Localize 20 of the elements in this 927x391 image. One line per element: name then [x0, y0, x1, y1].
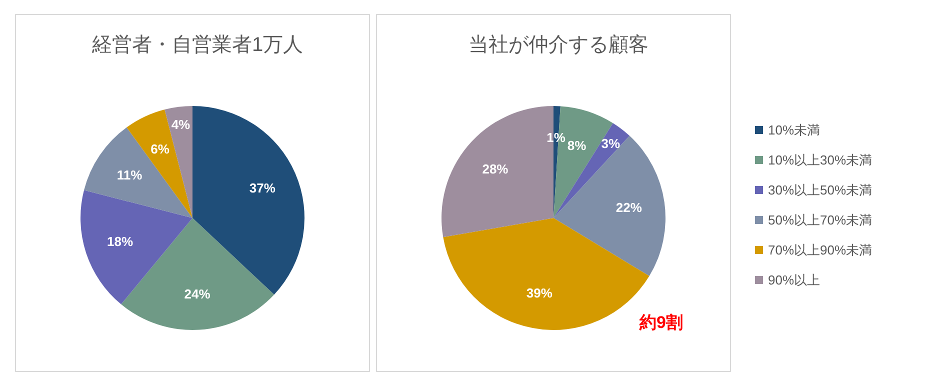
data-label: 18% — [107, 234, 134, 250]
legend-label: 90%以上 — [768, 272, 820, 288]
data-label: 22% — [616, 200, 642, 215]
legend-label: 30%以上50%未満 — [768, 182, 872, 198]
legend-label: 50%以上70%未満 — [768, 212, 872, 228]
data-label: 11% — [116, 168, 143, 183]
data-label: 28% — [482, 161, 509, 176]
data-label: 4% — [171, 117, 191, 132]
data-label: 3% — [601, 136, 621, 151]
data-label: 39% — [526, 285, 553, 300]
chart-title: 経営者・自営業者1万人 — [90, 34, 304, 56]
data-label: 24% — [184, 286, 211, 302]
data-label: 6% — [150, 142, 170, 157]
legend-label: 70%以上90%未満 — [768, 242, 872, 258]
legend-label: 10%以上30%未満 — [768, 152, 872, 168]
data-label: 37% — [249, 180, 276, 196]
legend-label: 10%未満 — [768, 122, 820, 138]
text: 約9割 — [638, 313, 683, 332]
data-label: 8% — [567, 138, 587, 153]
chart-title: 当社が仲介する顧客 — [468, 34, 648, 56]
